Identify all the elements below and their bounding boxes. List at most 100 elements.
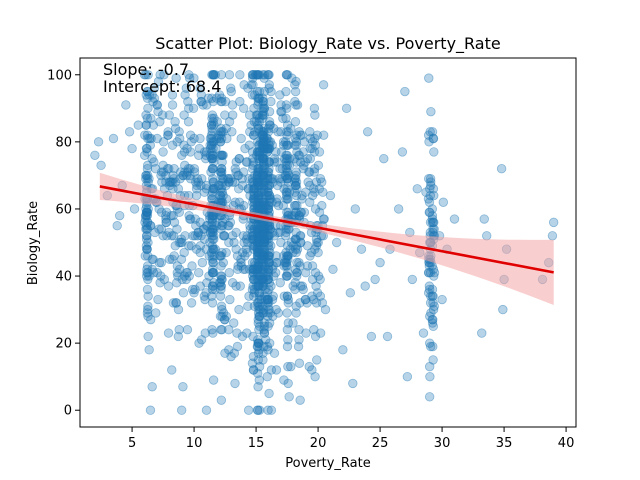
- scatter-point: [181, 274, 191, 285]
- scatter-point: [188, 231, 198, 241]
- scatter-point: [266, 86, 276, 97]
- scatter-point: [207, 231, 217, 241]
- scatter-point: [425, 217, 436, 228]
- scatter-point: [296, 207, 306, 218]
- scatter-point: [412, 184, 422, 194]
- scatter-point: [259, 237, 270, 248]
- scatter-point: [210, 70, 221, 80]
- scatter-point: [258, 251, 268, 261]
- scatter-point: [283, 335, 293, 345]
- scatter-point: [250, 90, 260, 100]
- scatter-point: [258, 237, 268, 248]
- scatter-point: [290, 264, 301, 275]
- scatter-point: [290, 177, 300, 187]
- scatter-point: [290, 234, 300, 244]
- scatter-point: [257, 267, 268, 278]
- scatter-point: [189, 133, 199, 144]
- scatter-point: [159, 70, 169, 80]
- scatter-point: [216, 133, 227, 144]
- scatter-point: [216, 93, 227, 103]
- scatter-point: [258, 130, 268, 140]
- scatter-point: [477, 328, 487, 338]
- scatter-point: [257, 130, 268, 140]
- scatter-point: [282, 291, 293, 301]
- scatter-point: [221, 247, 231, 258]
- scatter-point: [429, 190, 439, 201]
- scatter-point: [237, 180, 248, 191]
- scatter-point: [224, 70, 235, 80]
- scatter-point: [179, 247, 189, 258]
- scatter-point: [295, 231, 305, 241]
- scatter-point: [214, 133, 225, 144]
- scatter-point: [317, 298, 328, 308]
- scatter-point: [239, 237, 249, 248]
- scatter-point: [283, 194, 293, 204]
- scatter-point: [254, 163, 265, 174]
- scatter-point: [249, 117, 260, 127]
- scatter-point: [195, 247, 205, 258]
- scatter-point: [423, 267, 434, 278]
- scatter-point: [290, 278, 300, 288]
- scatter-point: [270, 267, 281, 278]
- scatter-point: [147, 254, 157, 264]
- scatter-point: [425, 371, 435, 382]
- scatter-point: [229, 237, 239, 248]
- scatter-point: [498, 304, 508, 315]
- scatter-point: [216, 123, 226, 134]
- x-tick-label: 30: [434, 436, 451, 451]
- scatter-point: [142, 244, 152, 254]
- scatter-point: [291, 137, 302, 147]
- scatter-point: [248, 281, 258, 291]
- scatter-point: [141, 70, 151, 80]
- scatter-point: [248, 241, 258, 251]
- scatter-point: [312, 355, 322, 365]
- scatter-point: [190, 284, 200, 295]
- scatter-point: [429, 271, 439, 281]
- scatter-point: [263, 254, 274, 264]
- scatter-point: [263, 224, 274, 234]
- scatter-point: [253, 187, 263, 197]
- scatter-point: [275, 90, 285, 100]
- scatter-point: [286, 237, 297, 248]
- scatter-point: [214, 278, 225, 288]
- scatter-point: [283, 177, 294, 187]
- scatter-point: [315, 274, 325, 285]
- scatter-point: [263, 200, 273, 211]
- scatter-point: [207, 267, 218, 278]
- scatter-point: [424, 197, 435, 207]
- scatter-point: [258, 278, 269, 288]
- scatter-point: [146, 133, 156, 144]
- scatter-point: [290, 96, 300, 107]
- scatter-point: [310, 371, 320, 382]
- scatter-point: [218, 308, 229, 318]
- scatter-point: [177, 237, 187, 248]
- scatter-point: [247, 90, 258, 100]
- scatter-point: [218, 127, 228, 137]
- scatter-point: [179, 271, 190, 281]
- scatter-point: [196, 96, 207, 107]
- scatter-point: [263, 70, 273, 80]
- scatter-point: [348, 378, 358, 389]
- scatter-point: [310, 110, 320, 120]
- scatter-point: [167, 365, 177, 375]
- scatter-point: [254, 338, 264, 348]
- scatter-point: [217, 325, 227, 335]
- scatter-point: [293, 150, 304, 160]
- scatter-point: [328, 264, 338, 275]
- scatter-point: [141, 234, 152, 244]
- scatter-point: [217, 311, 227, 322]
- scatter-point: [254, 157, 265, 167]
- scatter-point: [255, 291, 265, 301]
- scatter-point: [217, 247, 227, 258]
- scatter-point: [252, 231, 263, 241]
- scatter-point: [253, 348, 264, 358]
- scatter-point: [427, 314, 437, 325]
- scatter-point: [223, 174, 234, 184]
- scatter-point: [254, 204, 265, 214]
- scatter-point: [278, 251, 289, 261]
- scatter-point: [289, 200, 300, 211]
- scatter-point: [253, 224, 263, 234]
- scatter-point: [288, 241, 298, 251]
- scatter-point: [249, 224, 259, 234]
